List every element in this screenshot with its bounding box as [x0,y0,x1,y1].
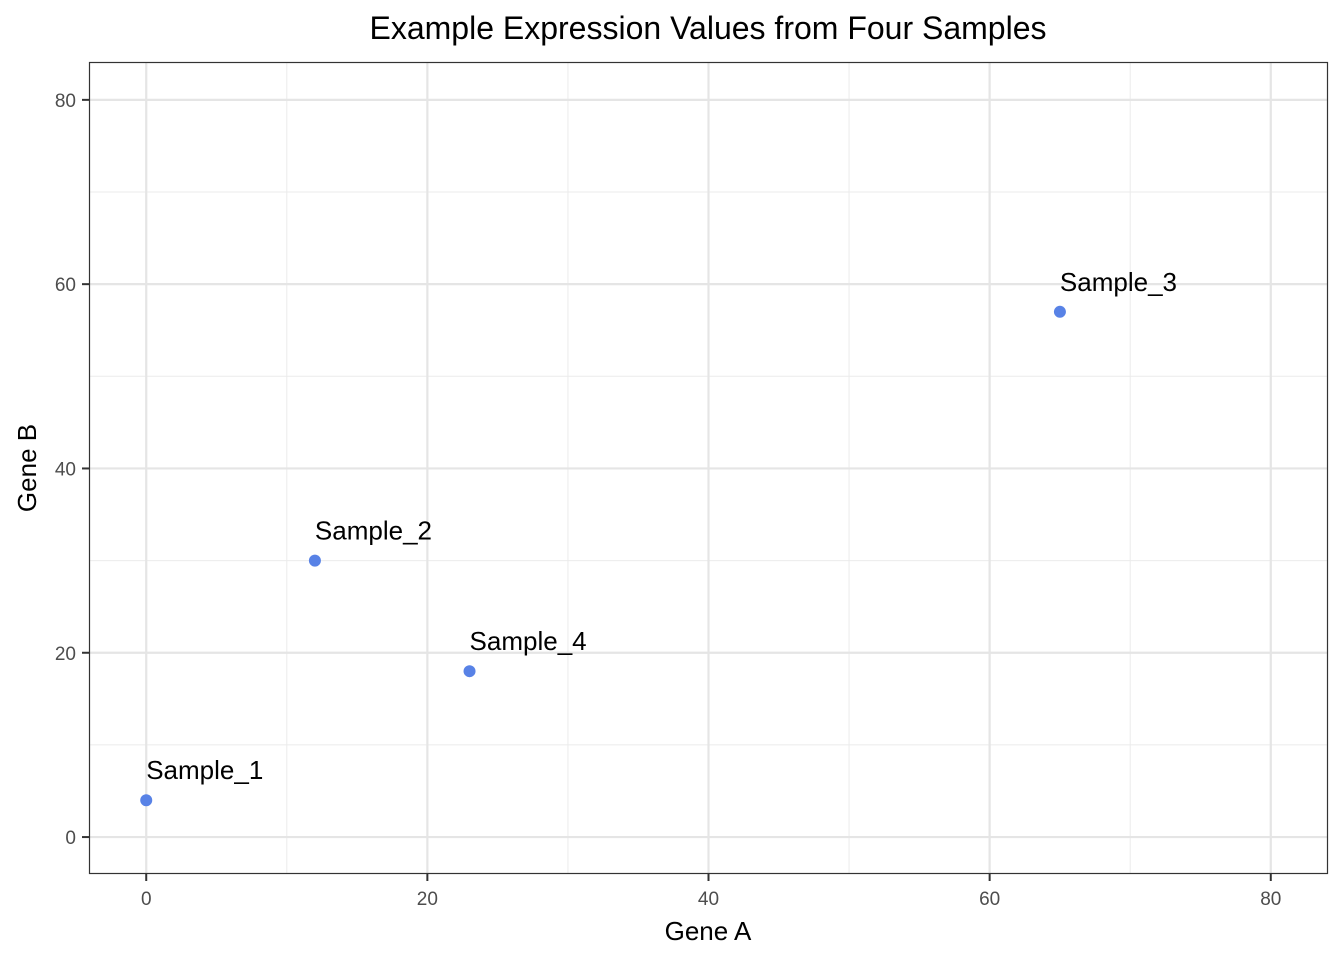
point-label: Sample_3 [1060,267,1177,297]
x-tick-label: 60 [979,889,1000,910]
y-tick-label: 60 [55,275,76,296]
point-label: Sample_1 [146,755,263,785]
data-points: Sample_1 Sample_2 Sample_3 Sample_4 [140,267,1177,807]
plot-panel-border [88,61,1329,875]
data-point-sample-1 [140,794,153,807]
x-tick-label: 20 [417,889,438,910]
x-axis: 0 20 40 60 80 [141,874,1281,910]
y-axis: 0 20 40 60 80 [55,91,89,849]
x-tick-label: 80 [1260,889,1281,910]
y-tick-label: 0 [65,828,76,849]
data-point-sample-3 [1053,305,1066,318]
chart-title: Example Expression Values from Four Samp… [369,10,1046,46]
data-point-sample-2 [308,554,321,567]
y-tick-label: 80 [55,91,76,112]
x-tick-label: 40 [698,889,719,910]
data-point-sample-4 [463,665,476,678]
point-label: Sample_2 [315,516,432,546]
y-tick-label: 40 [55,459,76,480]
grid-lines [90,63,1327,873]
x-tick-label: 0 [141,889,152,910]
point-label: Sample_4 [470,626,587,656]
x-axis-label: Gene A [665,916,752,946]
y-tick-label: 20 [55,644,76,665]
y-axis-label: Gene B [12,424,42,512]
